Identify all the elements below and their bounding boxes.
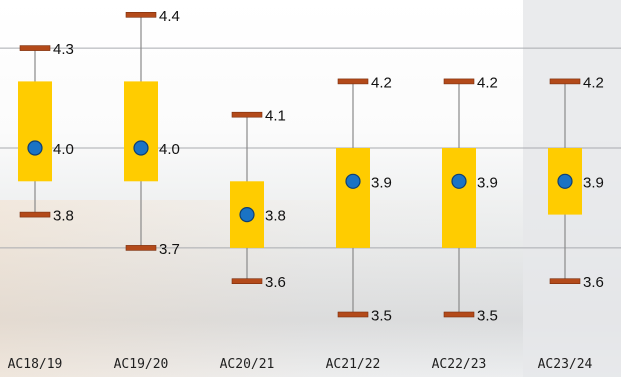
mean-label-2: 3.8 (265, 208, 286, 225)
x-tick-label: AC18/19 (8, 357, 63, 372)
min-cap (231, 278, 263, 285)
max-cap (549, 78, 581, 85)
max-cap (443, 78, 475, 85)
x-tick-label: AC20/21 (220, 357, 275, 372)
min-cap (337, 311, 369, 318)
max-label-2: 4.1 (265, 108, 286, 125)
min-label-5: 3.6 (583, 274, 604, 291)
min-label-2: 3.6 (265, 274, 286, 291)
box-group-5 (548, 78, 582, 285)
x-tick-label: AC22/23 (432, 357, 487, 372)
mean-dot (239, 207, 255, 223)
mean-dot (451, 173, 467, 189)
max-cap (125, 12, 157, 18)
x-tick-label: AC21/22 (326, 357, 381, 372)
boxes (18, 12, 582, 318)
mean-dot (557, 173, 573, 189)
box-group-0 (18, 45, 52, 218)
max-label-5: 4.2 (583, 74, 604, 91)
box (442, 148, 476, 248)
max-cap (337, 78, 369, 85)
min-cap (549, 278, 581, 285)
x-axis-labels: AC18/19 AC19/20 AC20/21 AC21/22 AC22/23 AC23/… (8, 357, 593, 372)
box (18, 81, 52, 182)
box-group-4 (442, 78, 476, 318)
max-cap (19, 45, 51, 51)
mean-dot (345, 173, 361, 189)
min-cap (19, 211, 51, 218)
min-label-1: 3.7 (159, 241, 180, 258)
box-group-2 (230, 111, 264, 285)
min-label-4: 3.5 (477, 308, 498, 325)
mean-label-0: 4.0 (53, 141, 74, 158)
mean-label-1: 4.0 (159, 141, 180, 158)
x-tick-label: AC23/24 (538, 357, 593, 372)
min-label-3: 3.5 (371, 308, 392, 325)
box (124, 81, 158, 182)
max-label-3: 4.2 (371, 74, 392, 91)
mean-dot (27, 140, 43, 156)
min-cap (125, 245, 157, 251)
mean-label-5: 3.9 (583, 174, 604, 191)
max-cap (231, 111, 263, 118)
max-label-1: 4.4 (159, 8, 180, 25)
max-label-0: 4.3 (53, 41, 74, 58)
mean-dot (133, 140, 149, 156)
mean-label-4: 3.9 (477, 174, 498, 191)
box (336, 148, 370, 248)
value-labels: 4.3 4.0 3.8 4.4 4.0 3.7 4.1 3.8 3.6 4.2 3.9 3.5 4.2 3… (53, 8, 604, 325)
min-cap (443, 311, 475, 318)
gridlines (0, 47, 621, 249)
box-group-3 (336, 78, 370, 318)
max-label-4: 4.2 (477, 74, 498, 91)
box-group-1 (124, 12, 158, 251)
mean-label-3: 3.9 (371, 174, 392, 191)
background-warm-tint (0, 200, 621, 377)
min-label-0: 3.8 (53, 208, 74, 225)
x-tick-label: AC19/20 (114, 357, 169, 372)
